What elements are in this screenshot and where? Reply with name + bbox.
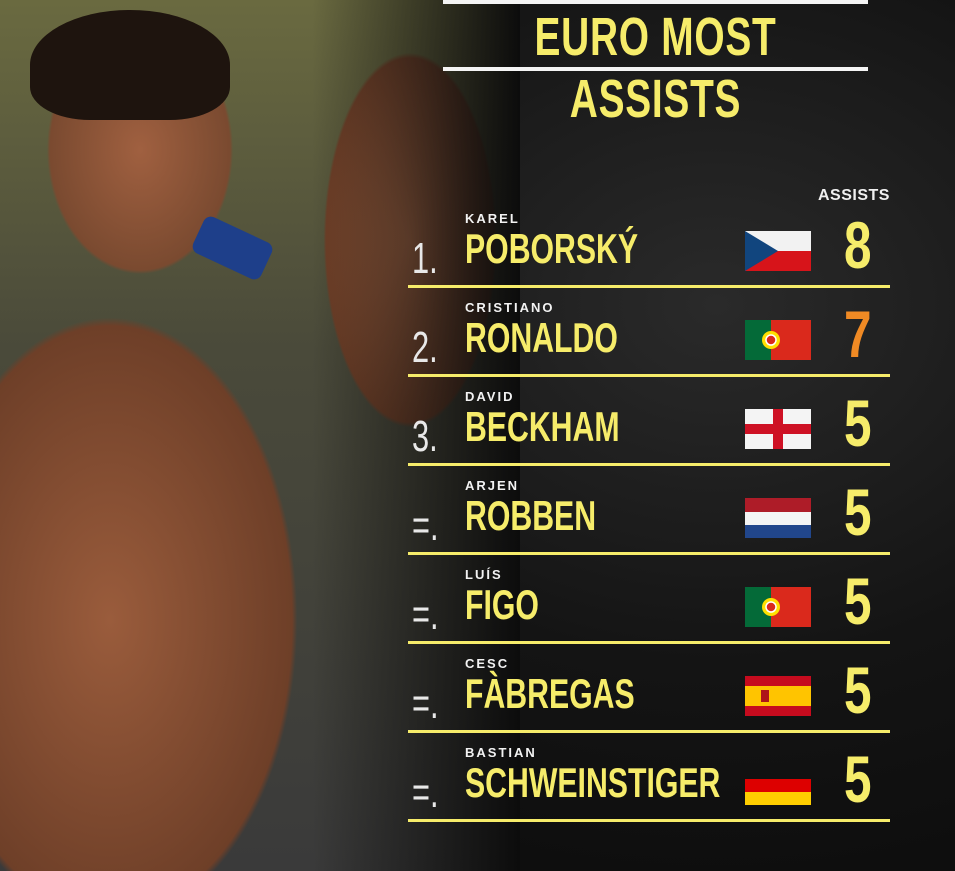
- row-divider: [408, 463, 890, 466]
- ranking-row: =. LUÍS FIGO 5: [408, 555, 890, 644]
- last-name: BECKHAM: [465, 403, 620, 450]
- flag-spain-icon: [745, 676, 811, 716]
- assists-column-header: ASSISTS: [818, 187, 890, 204]
- row-divider: [408, 374, 890, 377]
- assists-value: 5: [844, 742, 872, 816]
- player-photo: [0, 0, 520, 871]
- last-name: FÀBREGAS: [465, 670, 635, 717]
- rank: =.: [412, 590, 439, 639]
- mouthguard: [190, 214, 275, 282]
- assists-value: 5: [844, 386, 872, 460]
- flag-czech-republic-icon: [745, 231, 811, 271]
- flag-portugal-icon: [745, 587, 811, 627]
- rank: =.: [412, 768, 439, 817]
- rank: 3.: [412, 412, 438, 461]
- last-name: ROBBEN: [465, 492, 597, 539]
- ranking-row: 3. DAVID BECKHAM 5: [408, 377, 890, 466]
- assists-value: 5: [844, 564, 872, 638]
- last-name: RONALDO: [465, 314, 618, 361]
- ranking-row: =. ARJEN ROBBEN 5: [408, 466, 890, 555]
- first-name: CESC: [465, 656, 510, 671]
- flag-germany-icon: [745, 765, 811, 805]
- last-name: SCHWEINSTIGER: [465, 759, 721, 806]
- row-divider: [408, 552, 890, 555]
- rank: =.: [412, 679, 439, 728]
- first-name: LUÍS: [465, 567, 503, 582]
- title-rule-bottom: [443, 67, 868, 71]
- last-name: FIGO: [465, 581, 539, 628]
- flag-portugal-icon: [745, 320, 811, 360]
- row-divider: [408, 285, 890, 288]
- first-name: DAVID: [465, 389, 515, 404]
- title-rule-top: [443, 0, 868, 4]
- player-hair: [30, 10, 230, 120]
- first-name: BASTIAN: [465, 745, 537, 760]
- first-name: CRISTIANO: [465, 300, 555, 315]
- first-name: ARJEN: [465, 478, 520, 493]
- flag-netherlands-icon: [745, 498, 811, 538]
- first-name: KAREL: [465, 211, 520, 226]
- rank: =.: [412, 501, 439, 550]
- title-text: EURO MOST ASSISTS: [534, 7, 777, 129]
- assists-value: 8: [844, 208, 872, 282]
- ranking-row: =. CESC FÀBREGAS 5: [408, 644, 890, 733]
- last-name: POBORSKÝ: [465, 225, 639, 272]
- ranking-row: 1. KAREL POBORSKÝ 8: [408, 199, 890, 288]
- rank: 1.: [412, 234, 438, 283]
- assists-value: 5: [844, 475, 872, 549]
- ranking-row: =. BASTIAN SCHWEINSTIGER 5: [408, 733, 890, 822]
- assists-value: 5: [844, 653, 872, 727]
- row-divider: [408, 641, 890, 644]
- row-divider: [408, 730, 890, 733]
- rank: 2.: [412, 323, 438, 372]
- assists-value: 7: [844, 297, 872, 371]
- flag-england-icon: [745, 409, 811, 449]
- ranking-row: 2. CRISTIANO RONALDO 7: [408, 288, 890, 377]
- page-title: EURO MOST ASSISTS: [443, 6, 868, 130]
- row-divider: [408, 819, 890, 822]
